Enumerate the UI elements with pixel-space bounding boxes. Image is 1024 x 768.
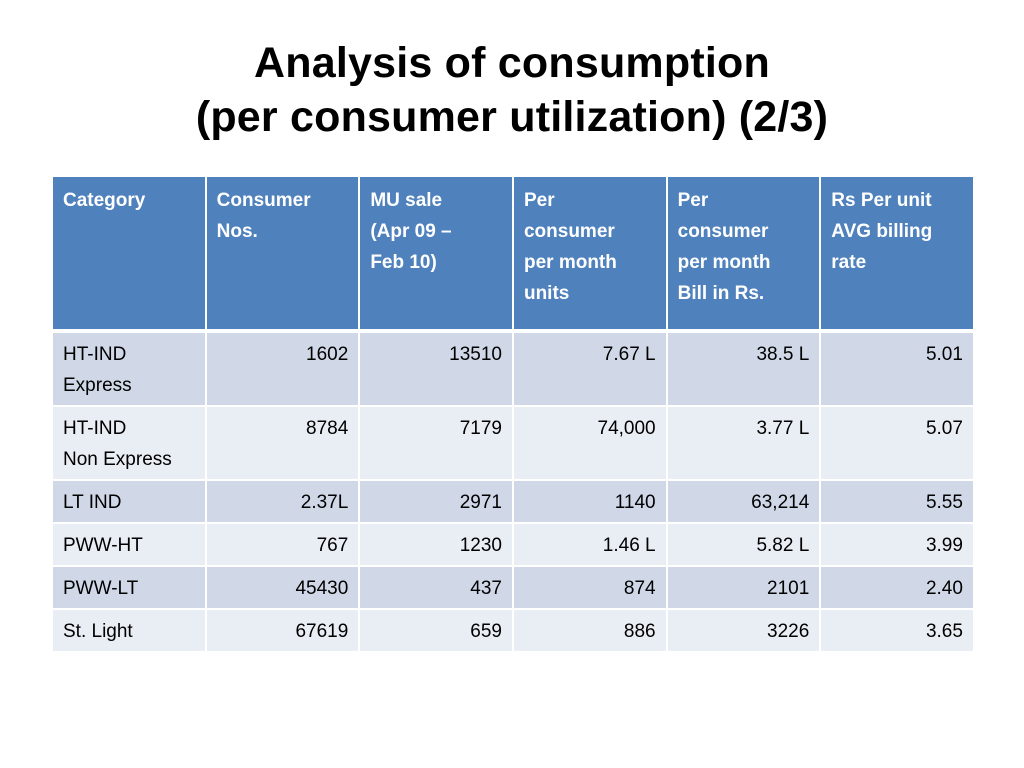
header-per-month-units: Per consumer per month units (511, 177, 668, 333)
header-line: Bill in Rs. (677, 283, 765, 304)
header-line: AVG billing (831, 221, 933, 242)
cell-per-month-bill: 5.82 L (665, 522, 822, 567)
cell-avg-rate: 2.40 (819, 565, 975, 610)
cell-avg-rate: 5.55 (819, 479, 975, 524)
cell-per-month-units: 1140 (511, 479, 668, 524)
cell-mu-sale: 13510 (358, 330, 514, 407)
cell-category: PWW-LT (51, 565, 207, 610)
category-line: St. Light (63, 621, 133, 642)
category-line: LT IND (63, 492, 122, 513)
cell-consumer-nos: 45430 (204, 565, 361, 610)
cell-mu-sale: 2971 (358, 479, 514, 524)
cell-per-month-bill: 3226 (665, 608, 822, 653)
header-mu-sale: MU sale (Apr 09 – Feb 10) (358, 177, 514, 333)
header-line: consumer (523, 221, 615, 242)
header-line: Category (63, 190, 146, 211)
cell-consumer-nos: 1602 (204, 330, 361, 407)
cell-mu-sale: 437 (358, 565, 514, 610)
header-line: Rs Per unit (831, 190, 932, 211)
category-line: HT-IND (63, 344, 127, 365)
header-line: rate (831, 252, 867, 273)
cell-avg-rate: 5.07 (819, 405, 975, 481)
cell-consumer-nos: 67619 (204, 608, 361, 653)
cell-per-month-bill: 2101 (665, 565, 822, 610)
header-line: Per (523, 190, 555, 211)
table-row: LT IND 2.37L 2971 1140 63,214 5.55 (51, 479, 975, 524)
cell-mu-sale: 7179 (358, 405, 514, 481)
slide-title: Analysis of consumption (per consumer ut… (0, 36, 1024, 144)
cell-consumer-nos: 8784 (204, 405, 361, 481)
cell-avg-rate: 3.65 (819, 608, 975, 653)
cell-category: LT IND (51, 479, 207, 524)
category-line: Express (63, 375, 132, 396)
cell-avg-rate: 3.99 (819, 522, 975, 567)
cell-category: HT-IND Non Express (51, 405, 207, 481)
cell-per-month-units: 874 (511, 565, 668, 610)
header-line: Feb 10) (370, 252, 437, 273)
cell-consumer-nos: 2.37L (204, 479, 361, 524)
cell-per-month-units: 886 (511, 608, 668, 653)
header-line: per month (677, 252, 771, 273)
header-line: consumer (677, 221, 769, 242)
header-avg-billing-rate: Rs Per unit AVG billing rate (819, 177, 975, 333)
cell-category: HT-IND Express (51, 330, 207, 407)
header-line: Per (677, 190, 709, 211)
table-row: PWW-HT 767 1230 1.46 L 5.82 L 3.99 (51, 522, 975, 567)
cell-per-month-units: 74,000 (511, 405, 668, 481)
slide-title-line-1: Analysis of consumption (254, 39, 770, 87)
table-row: HT-IND Express 1602 13510 7.67 L 38.5 L … (51, 330, 975, 407)
consumption-table: Category Consumer Nos. MU sale (Apr 09 –… (51, 177, 975, 653)
cell-consumer-nos: 767 (204, 522, 361, 567)
cell-per-month-bill: 38.5 L (665, 330, 822, 407)
header-category: Category (51, 177, 207, 333)
slide-title-line-2: (per consumer utilization) (2/3) (195, 93, 829, 141)
cell-per-month-bill: 3.77 L (665, 405, 822, 481)
cell-per-month-units: 1.46 L (511, 522, 668, 567)
category-line: Non Express (63, 449, 172, 470)
category-line: PWW-LT (63, 578, 139, 599)
table-row: St. Light 67619 659 886 3226 3.65 (51, 608, 975, 653)
category-line: HT-IND (63, 418, 127, 439)
cell-mu-sale: 1230 (358, 522, 514, 567)
cell-mu-sale: 659 (358, 608, 514, 653)
header-line: per month (523, 252, 617, 273)
table-header-row: Category Consumer Nos. MU sale (Apr 09 –… (51, 177, 975, 333)
table-row: HT-IND Non Express 8784 7179 74,000 3.77… (51, 405, 975, 481)
header-line: Consumer (216, 190, 311, 211)
table-row: PWW-LT 45430 437 874 2101 2.40 (51, 565, 975, 610)
category-line: PWW-HT (63, 535, 143, 556)
header-line: (Apr 09 – (370, 221, 452, 242)
cell-category: PWW-HT (51, 522, 207, 567)
header-consumer-nos: Consumer Nos. (204, 177, 361, 333)
cell-per-month-bill: 63,214 (665, 479, 822, 524)
header-line: Nos. (216, 221, 258, 242)
header-per-month-bill: Per consumer per month Bill in Rs. (665, 177, 822, 333)
cell-per-month-units: 7.67 L (511, 330, 668, 407)
cell-category: St. Light (51, 608, 207, 653)
header-line: units (523, 283, 570, 304)
header-line: MU sale (370, 190, 443, 211)
cell-avg-rate: 5.01 (819, 330, 975, 407)
